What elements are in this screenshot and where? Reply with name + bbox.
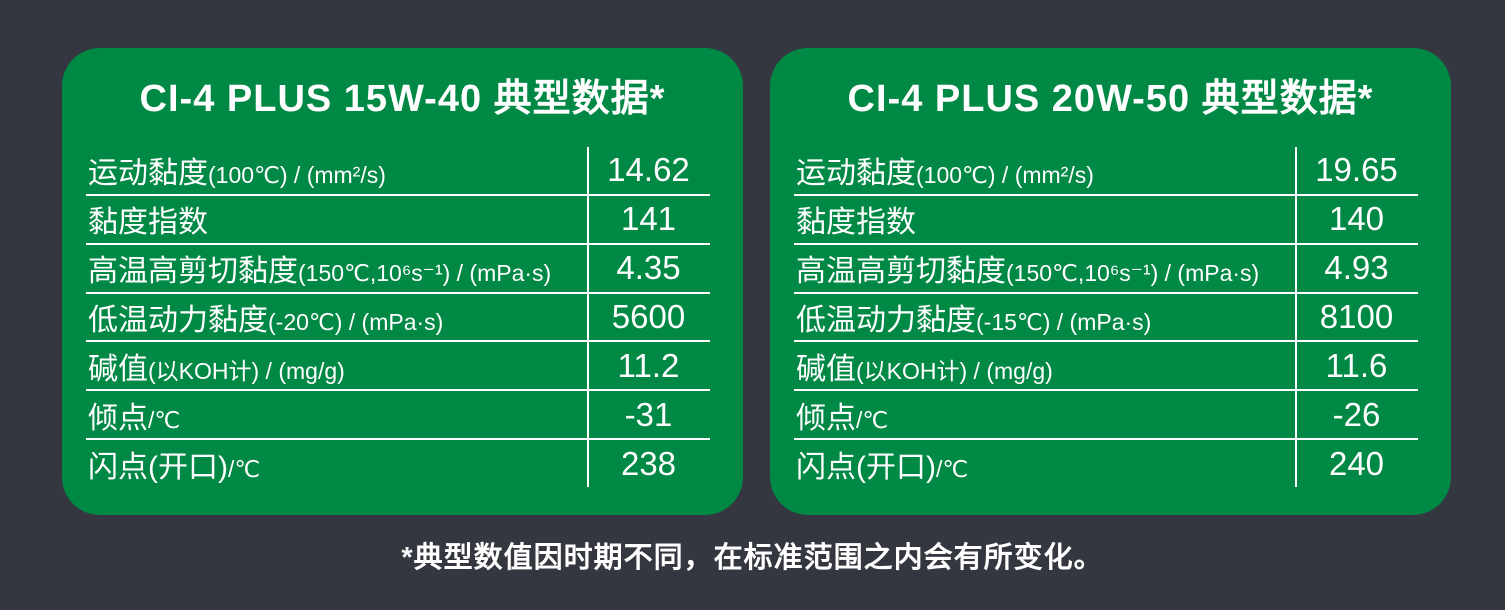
table-row: 黏度指数 140 (794, 193, 1418, 243)
table-row: 闪点(开口)/℃ 238 (86, 438, 710, 487)
row-value: 140 (1328, 200, 1385, 238)
row-value: 5600 (611, 298, 686, 335)
row-label: 倾点/℃ (86, 393, 587, 437)
table-row: 碱值(以KOH计) / (mg/g) 11.2 (86, 340, 710, 389)
row-value: 4.93 (1324, 249, 1389, 287)
row-value: 141 (620, 200, 677, 238)
column-divider (587, 147, 589, 487)
table-row: 黏度指数 141 (86, 193, 710, 243)
table-row: 低温动力黏度(-15℃) / (mPa·s) 8100 (794, 291, 1418, 341)
footnote: *典型数值因时期不同，在标准范围之内会有所变化。 (401, 542, 1104, 574)
table-row: 倾点/℃ -26 (794, 389, 1418, 438)
row-value: 11.6 (1325, 346, 1388, 384)
table-row: 运动黏度(100℃) / (mm²/s) 19.65 (794, 147, 1418, 194)
spec-panels: CI-4 PLUS 15W-40 典型数据* 运动黏度(100℃) / (mm²… (62, 48, 1451, 515)
table-row: 碱值(以KOH计) / (mg/g) 11.6 (794, 340, 1418, 389)
row-value: 11.2 (617, 346, 680, 384)
label-main: 黏度指数 (796, 206, 916, 240)
label-main: 高温高剪切黏度 (88, 255, 298, 289)
row-value: 8100 (1319, 298, 1394, 335)
panel-15w40: CI-4 PLUS 15W-40 典型数据* 运动黏度(100℃) / (mm²… (62, 48, 743, 515)
row-label: 低温动力黏度(-15℃) / (mPa·s) (794, 295, 1295, 339)
row-value: -26 (1332, 395, 1381, 433)
label-detail: (150℃,10⁶s⁻¹) / (mPa·s) (298, 260, 552, 287)
row-label: 高温高剪切黏度(150℃,10⁶s⁻¹) / (mPa·s) (86, 246, 587, 290)
label-main: 运动黏度 (88, 157, 208, 191)
row-label: 高温高剪切黏度(150℃,10⁶s⁻¹) / (mPa·s) (794, 246, 1295, 290)
label-main: 运动黏度 (796, 157, 916, 191)
table-row: 闪点(开口)/℃ 240 (794, 438, 1418, 487)
label-detail: (100℃) / (mm²/s) (208, 162, 386, 189)
row-value: 240 (1328, 444, 1385, 482)
row-value: -31 (624, 395, 673, 433)
label-detail: /℃ (856, 406, 889, 433)
panel-title: CI-4 PLUS 15W-40 典型数据* (139, 78, 666, 120)
label-main: 碱值 (796, 352, 856, 386)
label-main: 闪点(开口) (88, 450, 228, 484)
row-label: 倾点/℃ (794, 393, 1295, 437)
panel-20w50: CI-4 PLUS 20W-50 典型数据* 运动黏度(100℃) / (mm²… (770, 48, 1451, 515)
row-label: 低温动力黏度(-20℃) / (mPa·s) (86, 295, 587, 339)
label-detail: (100℃) / (mm²/s) (916, 162, 1094, 189)
table-row: 高温高剪切黏度(150℃,10⁶s⁻¹) / (mPa·s) 4.93 (794, 242, 1418, 292)
row-label: 闪点(开口)/℃ (794, 442, 1295, 486)
row-label: 黏度指数 (794, 197, 1295, 241)
table-row: 运动黏度(100℃) / (mm²/s) 14.62 (86, 147, 710, 194)
row-label: 运动黏度(100℃) / (mm²/s) (794, 148, 1295, 192)
column-divider (1295, 147, 1297, 487)
label-main: 低温动力黏度 (88, 304, 268, 337)
label-main: 高温高剪切黏度 (796, 255, 1006, 289)
row-label: 碱值(以KOH计) / (mg/g) (86, 344, 587, 388)
spec-table-20w50: 运动黏度(100℃) / (mm²/s) 19.65 黏度指数 140 高温高剪… (794, 147, 1418, 487)
table-row: 倾点/℃ -31 (86, 389, 710, 438)
row-label: 运动黏度(100℃) / (mm²/s) (86, 148, 587, 192)
label-detail: (150℃,10⁶s⁻¹) / (mPa·s) (1006, 260, 1260, 287)
label-main: 倾点 (88, 401, 148, 435)
label-main: 闪点(开口) (796, 450, 936, 484)
table-row: 低温动力黏度(-20℃) / (mPa·s) 5600 (86, 291, 710, 341)
table-row: 高温高剪切黏度(150℃,10⁶s⁻¹) / (mPa·s) 4.35 (86, 242, 710, 292)
label-main: 倾点 (796, 401, 856, 435)
label-detail: /℃ (227, 455, 261, 482)
panel-title: CI-4 PLUS 20W-50 典型数据* (847, 78, 1374, 120)
label-detail: (以KOH计) / (mg/g) (856, 357, 1053, 384)
label-main: 碱值 (88, 352, 148, 386)
row-label: 黏度指数 (86, 197, 587, 241)
label-detail: (以KOH计) / (mg/g) (148, 357, 345, 384)
label-detail: (-15℃) / (mPa·s) (976, 309, 1152, 335)
row-label: 碱值(以KOH计) / (mg/g) (794, 344, 1295, 388)
spec-table-15w40: 运动黏度(100℃) / (mm²/s) 14.62 黏度指数 141 高温高剪… (86, 147, 710, 487)
label-detail: (-20℃) / (mPa·s) (268, 309, 444, 335)
row-value: 4.35 (616, 249, 681, 287)
row-value: 238 (620, 444, 677, 482)
label-main: 黏度指数 (88, 206, 208, 240)
label-detail: /℃ (935, 455, 969, 482)
row-value: 14.62 (607, 151, 690, 189)
row-label: 闪点(开口)/℃ (86, 442, 587, 486)
row-value: 19.65 (1315, 151, 1398, 189)
label-detail: /℃ (148, 406, 181, 433)
label-main: 低温动力黏度 (796, 304, 976, 337)
